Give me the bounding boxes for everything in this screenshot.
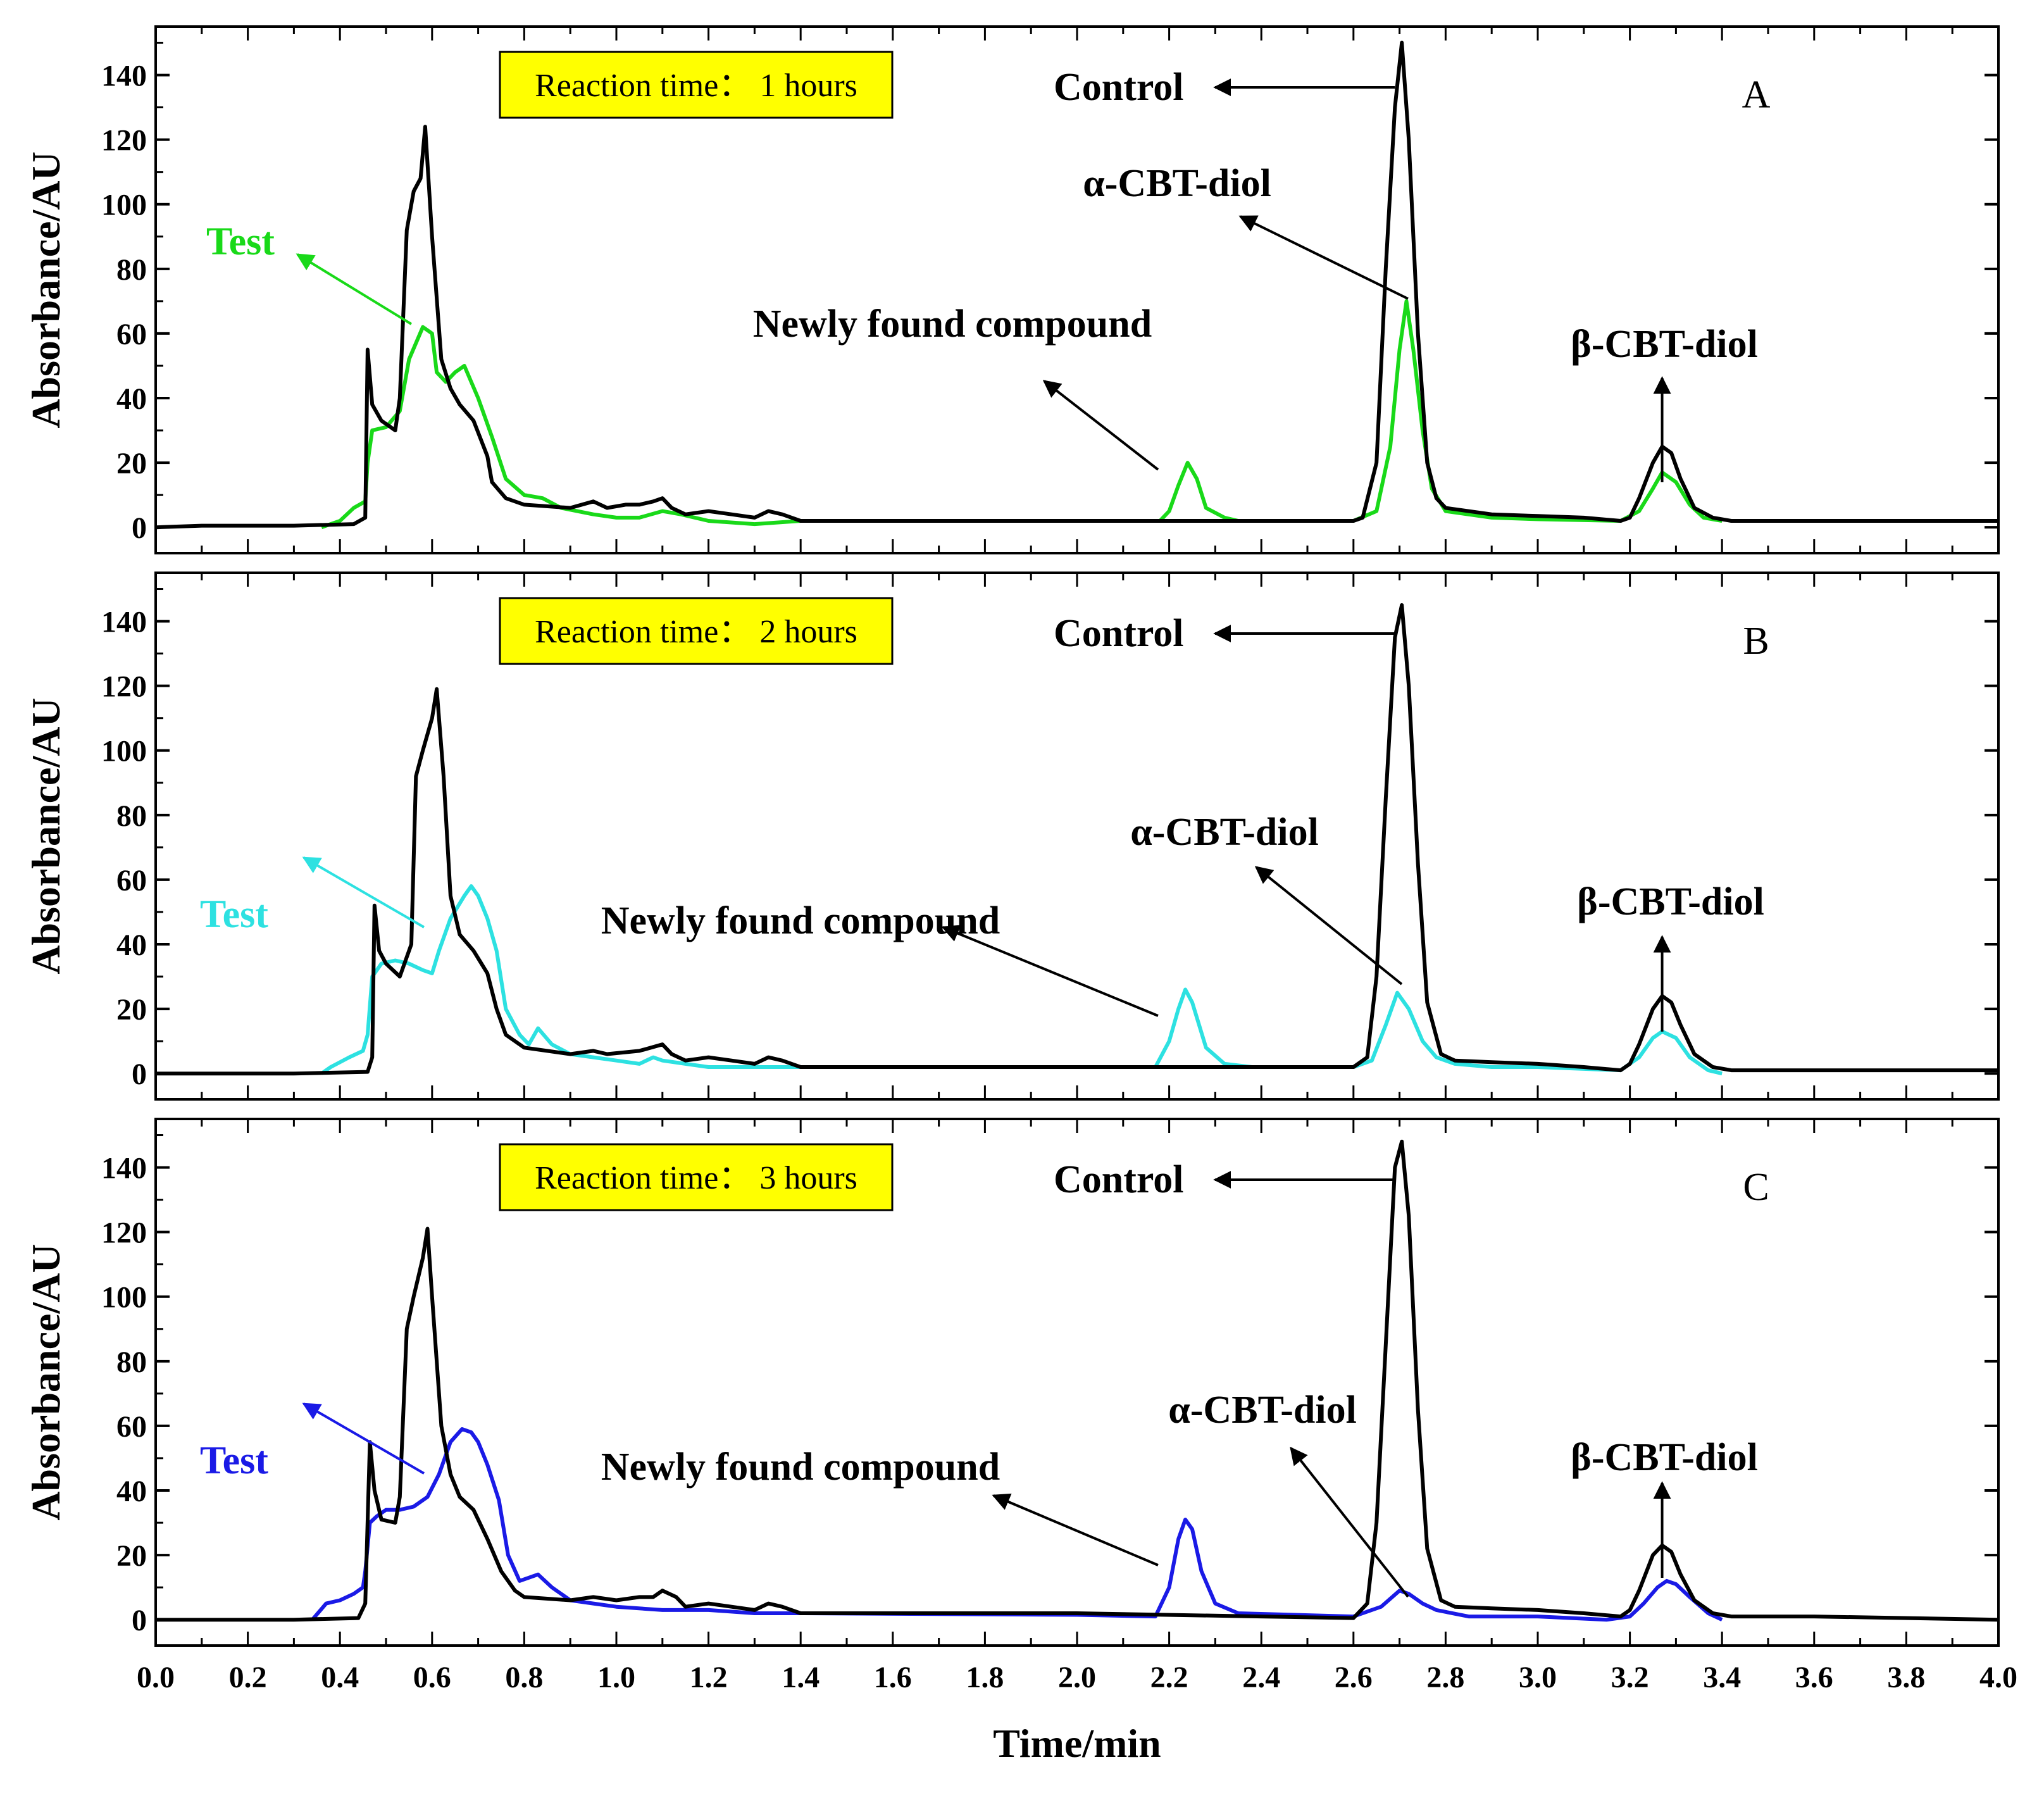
reaction-time-banner <box>499 1143 894 1211</box>
x-tick-label: 3.4 <box>1703 1661 1741 1694</box>
series-line-test <box>320 884 1723 1076</box>
y-tick-label: 0 <box>132 1058 147 1091</box>
panel-letter: A <box>1742 73 1771 116</box>
beta-cbt-diol-label: β-CBT-diol <box>1577 880 1764 923</box>
annotation-arrow <box>302 856 425 928</box>
alpha-cbt-diol-label: α-CBT-diol <box>1083 162 1271 205</box>
annotation-arrow <box>1238 215 1409 300</box>
x-tick-label: 2.2 <box>1150 1661 1188 1694</box>
series-line-control <box>155 41 1998 530</box>
y-tick-label: 140 <box>101 606 147 639</box>
y-tick-label: 100 <box>101 189 147 222</box>
y-axis-title: Absorbance/AU <box>23 151 68 428</box>
y-tick-label: 60 <box>116 1410 147 1444</box>
y-tick-label: 120 <box>101 124 147 158</box>
annotation-arrow <box>1290 1446 1409 1598</box>
annotation-arrow <box>1042 380 1159 471</box>
x-tick-label: 0.0 <box>137 1661 175 1694</box>
y-tick-label: 100 <box>101 1281 147 1315</box>
y-tick-label: 140 <box>101 59 147 93</box>
y-tick-label: 100 <box>101 735 147 768</box>
y-tick-label: 80 <box>116 799 147 833</box>
x-tick-label: 2.4 <box>1242 1661 1280 1694</box>
annotation-arrow <box>302 1403 425 1475</box>
y-tick-label: 60 <box>116 318 147 351</box>
beta-cbt-diol-label: β-CBT-diol <box>1571 1436 1758 1479</box>
reaction-time-label: Reaction time： 3 hours <box>535 1160 857 1196</box>
y-tick-label: 40 <box>116 928 147 962</box>
x-tick-label: 0.8 <box>505 1661 543 1694</box>
series-line-control <box>156 603 1998 1076</box>
newly-found-compound-label: Newly found compound <box>601 1446 1000 1489</box>
x-tick-label: 0.4 <box>321 1661 359 1694</box>
y-tick-label: 120 <box>101 670 147 704</box>
x-tick-label: 1.2 <box>690 1661 728 1694</box>
y-axis-title: Absorbance/AU <box>23 697 68 974</box>
series-line-test <box>311 1427 1723 1622</box>
annotation-arrow <box>992 1493 1159 1566</box>
panel-c: 0 20 40 60 80 100 120 140 Absorbance/AU Reaction … <box>23 1118 2000 1647</box>
annotation-arrow <box>1254 866 1403 985</box>
x-tick-label: 3.0 <box>1519 1661 1557 1694</box>
x-tick-label: 1.4 <box>782 1661 819 1694</box>
reaction-time-banner <box>499 597 894 665</box>
y-axis-title: Absorbance/AU <box>23 1244 68 1520</box>
control-label: Control <box>1054 1158 1184 1201</box>
test-label: Test <box>206 220 275 263</box>
y-tick-label: 20 <box>116 447 147 480</box>
reaction-time-label: Reaction time： 1 hours <box>535 68 857 104</box>
alpha-cbt-diol-label: α-CBT-diol <box>1130 811 1319 854</box>
x-tick-label: 3.8 <box>1887 1661 1925 1694</box>
reaction-time-label: Reaction time： 2 hours <box>535 614 857 650</box>
y-tick-label: 20 <box>116 993 147 1027</box>
newly-found-compound-label: Newly found compound <box>601 899 1000 942</box>
y-tick-label: 60 <box>116 864 147 897</box>
panel-a: 0 20 40 60 80 100 120 140 Absorbance/AU Reaction … <box>23 25 2000 554</box>
panel-b: 0 20 40 60 80 100 120 140 Absorbance/AU Reaction … <box>23 572 2000 1101</box>
newly-found-compound-label: Newly found compound <box>753 303 1152 346</box>
x-tick-label: 1.0 <box>597 1661 635 1694</box>
x-axis-title: Time/min <box>993 1721 1161 1766</box>
x-tick-label: 2.0 <box>1058 1661 1096 1694</box>
x-tick-label: 1.8 <box>966 1661 1004 1694</box>
y-tick-label: 40 <box>116 1475 147 1508</box>
y-tick-label: 80 <box>116 253 147 287</box>
reaction-time-banner <box>499 51 894 119</box>
annotation-arrow <box>941 925 1159 1017</box>
y-tick-label: 140 <box>101 1152 147 1185</box>
x-tick-label: 3.2 <box>1611 1661 1649 1694</box>
y-tick-label: 80 <box>116 1346 147 1379</box>
test-label: Test <box>200 1439 268 1482</box>
x-tick-label: 4.0 <box>1979 1661 2017 1694</box>
y-tick-label: 20 <box>116 1539 147 1573</box>
alpha-cbt-diol-label: α-CBT-diol <box>1168 1389 1357 1432</box>
x-tick-label: 2.8 <box>1426 1661 1464 1694</box>
y-tick-label: 40 <box>116 382 147 416</box>
x-tick-label: 0.6 <box>413 1661 451 1694</box>
y-tick-label: 0 <box>132 1604 147 1637</box>
test-label: Test <box>200 893 268 936</box>
x-tick-label: 0.2 <box>229 1661 267 1694</box>
beta-cbt-diol-label: β-CBT-diol <box>1571 323 1758 366</box>
x-tick-label: 3.6 <box>1795 1661 1833 1694</box>
series-line-control <box>156 1139 1999 1622</box>
control-label: Control <box>1054 612 1184 655</box>
panel-letter: C <box>1743 1166 1769 1209</box>
panel-letter: B <box>1743 620 1769 663</box>
y-tick-label: 120 <box>101 1216 147 1250</box>
x-tick-label: 1.6 <box>874 1661 912 1694</box>
x-tick-label: 2.6 <box>1335 1661 1373 1694</box>
annotation-arrow <box>296 253 413 325</box>
control-label: Control <box>1054 66 1184 109</box>
y-tick-label: 0 <box>132 511 147 545</box>
